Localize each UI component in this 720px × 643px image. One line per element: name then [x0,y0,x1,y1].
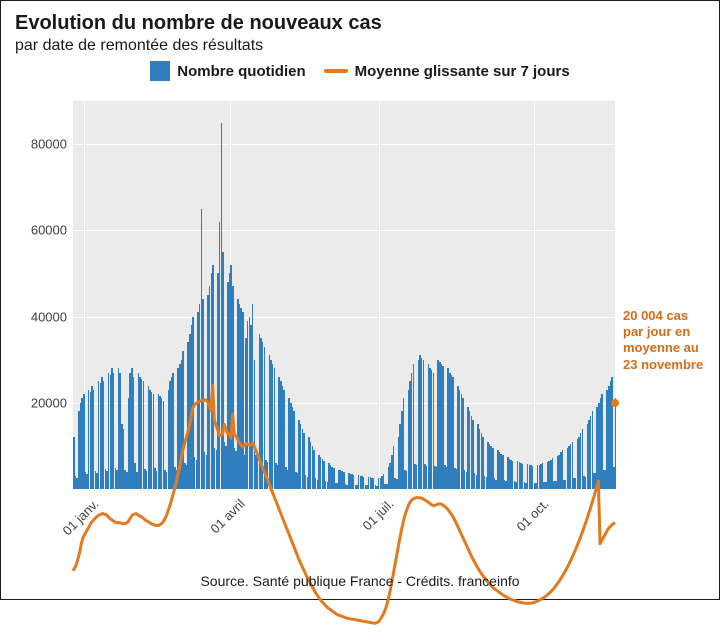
legend-bar-label: Nombre quotidien [177,63,305,80]
end-annotation: 20 004 cas par jour en moyenne au 23 nov… [623,308,705,373]
source-caption: Source. Santé publique France - Crédits.… [1,573,719,589]
y-axis-tick-label: 60000 [31,223,73,238]
chart-subtitle: par date de remontée des résultats [15,37,705,55]
line-swatch-icon [324,69,348,73]
chart-title: Evolution du nombre de nouveaux cas [15,11,705,35]
line-end-dot-icon [611,399,619,407]
y-axis-tick-label: 20000 [31,395,73,410]
line-layer [73,101,615,643]
chart-area: 2000040000600008000001 janv.01 avril01 j… [15,101,705,559]
bar-swatch-icon [150,61,170,81]
legend-item-line: Moyenne glissante sur 7 jours [324,63,570,80]
legend: Nombre quotidien Moyenne glissante sur 7… [15,61,705,81]
chart-card: Evolution du nombre de nouveaux cas par … [0,0,720,600]
header: Evolution du nombre de nouveaux cas par … [1,1,719,81]
y-axis-tick-label: 40000 [31,309,73,324]
y-axis-tick-label: 80000 [31,137,73,152]
legend-item-bar: Nombre quotidien [150,61,305,81]
legend-line-label: Moyenne glissante sur 7 jours [355,63,570,80]
plot-region: 2000040000600008000001 janv.01 avril01 j… [73,101,615,489]
